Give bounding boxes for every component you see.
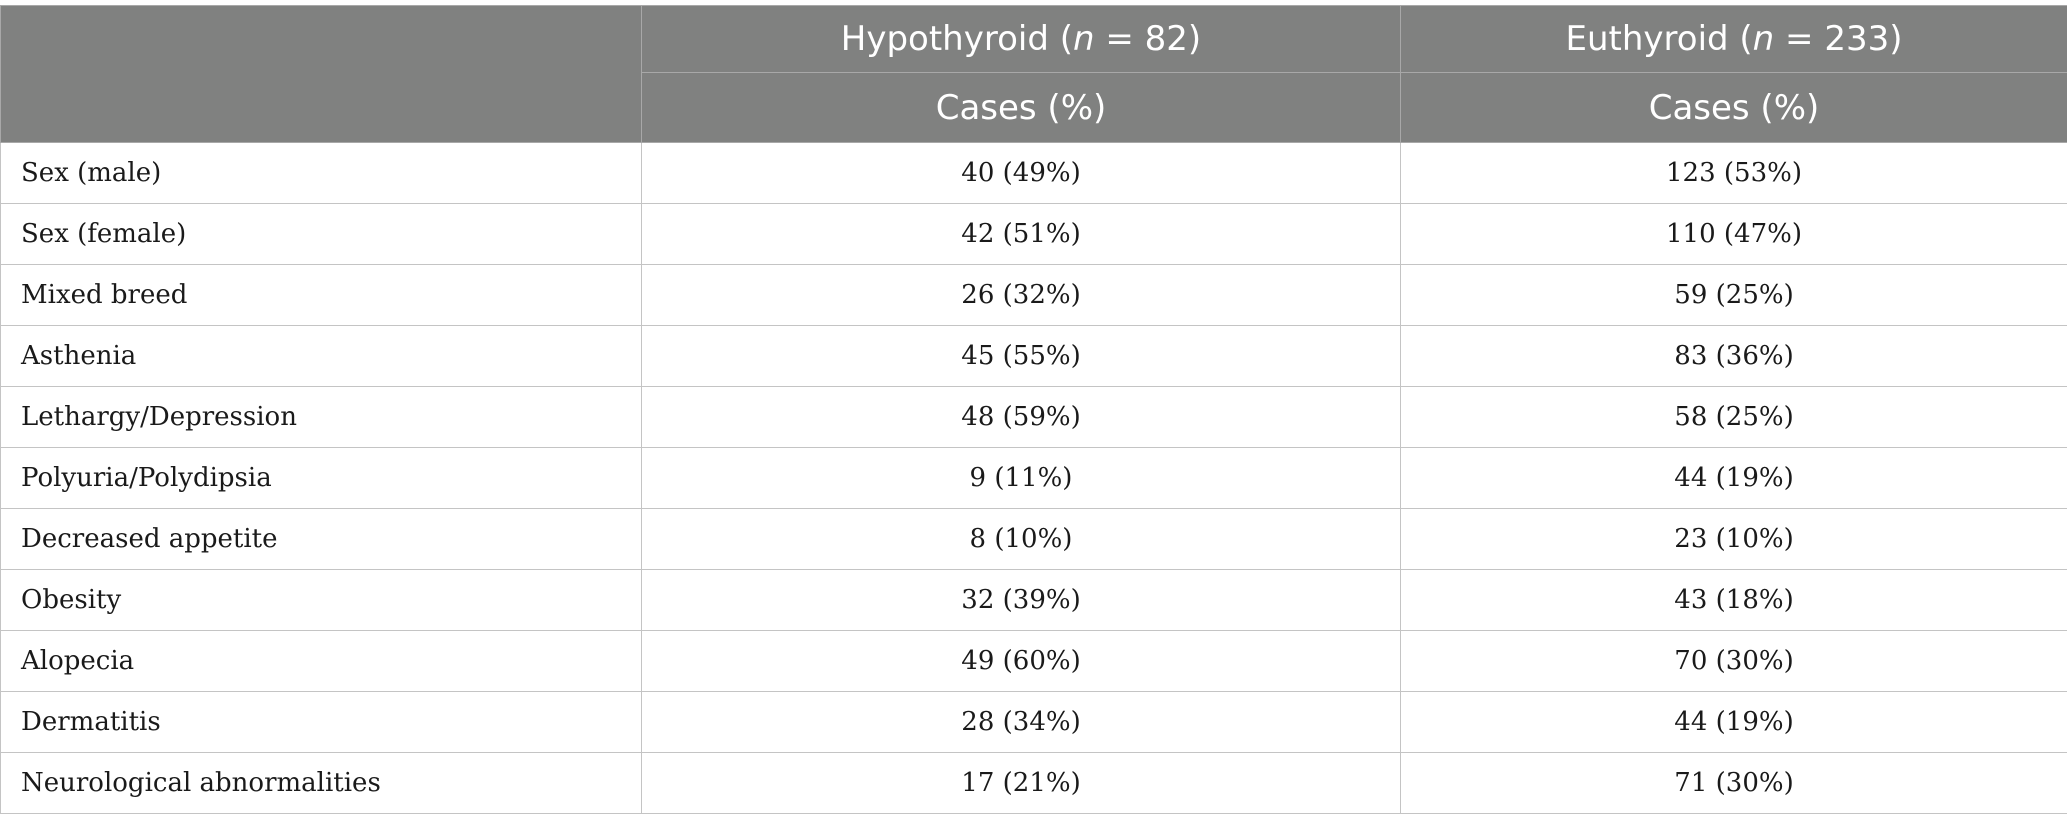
row-label-cell: Alopecia — [0, 630, 642, 692]
hypothyroid-cases-cell: 26 (32%) — [641, 264, 1401, 326]
table-row: Sex (male) 40 (49%) 123 (53%) — [0, 142, 2067, 204]
euthyroid-cases-cell: 44 (19%) — [1400, 691, 2067, 753]
row-label-cell: Obesity — [0, 569, 642, 631]
row-label-cell: Neurological abnormalities — [0, 752, 642, 814]
table-row: Polyuria/Polydipsia 9 (11%) 44 (19%) — [0, 447, 2067, 509]
header-corner-cell — [0, 5, 642, 143]
hypothyroid-cases-cell: 17 (21%) — [641, 752, 1401, 814]
euthyroid-cases-cell: 59 (25%) — [1400, 264, 2067, 326]
hypothyroid-cases-cell: 45 (55%) — [641, 325, 1401, 387]
table-row: Decreased appetite 8 (10%) 23 (10%) — [0, 508, 2067, 570]
header-hypothyroid: Hypothyroid (n = 82) — [641, 5, 1401, 73]
euthyroid-cases-cell: 44 (19%) — [1400, 447, 2067, 509]
euthyroid-cases-cell: 70 (30%) — [1400, 630, 2067, 692]
row-label-cell: Decreased appetite — [0, 508, 642, 570]
euthyroid-cases-cell: 23 (10%) — [1400, 508, 2067, 570]
clinical-signs-table: Hypothyroid (n = 82) Euthyroid (n = 233)… — [0, 5, 2067, 814]
hypothyroid-cases-cell: 49 (60%) — [641, 630, 1401, 692]
euthyroid-cases-cell: 71 (30%) — [1400, 752, 2067, 814]
row-label-cell: Lethargy/Depression — [0, 386, 642, 448]
row-label-cell: Dermatitis — [0, 691, 642, 753]
table-row: Lethargy/Depression 48 (59%) 58 (25%) — [0, 386, 2067, 448]
euthyroid-cases-cell: 58 (25%) — [1400, 386, 2067, 448]
subheader-hypothyroid-cases: Cases (%) — [641, 72, 1401, 143]
row-label-cell: Sex (female) — [0, 203, 642, 265]
hypothyroid-cases-cell: 40 (49%) — [641, 142, 1401, 204]
euthyroid-cases-cell: 123 (53%) — [1400, 142, 2067, 204]
header-row-subheaders: Cases (%) Cases (%) — [1, 72, 2067, 143]
hypothyroid-cases-cell: 42 (51%) — [641, 203, 1401, 265]
table-row: Mixed breed 26 (32%) 59 (25%) — [0, 264, 2067, 326]
table-row: Asthenia 45 (55%) 83 (36%) — [0, 325, 2067, 387]
header-euthyroid-prefix: Euthyroid ( — [1565, 19, 1753, 59]
hypothyroid-cases-cell: 28 (34%) — [641, 691, 1401, 753]
table-row: Neurological abnormalities 17 (21%) 71 (30… — [0, 752, 2067, 814]
row-label-cell: Polyuria/Polydipsia — [0, 447, 642, 509]
header-hypothyroid-prefix: Hypothyroid ( — [840, 19, 1073, 59]
table-row: Obesity 32 (39%) 43 (18%) — [0, 569, 2067, 631]
header-row-groups: Hypothyroid (n = 82) Euthyroid (n = 233) — [0, 5, 2067, 143]
euthyroid-cases-cell: 83 (36%) — [1400, 325, 2067, 387]
hypothyroid-cases-cell: 9 (11%) — [641, 447, 1401, 509]
table-body: Sex (male) 40 (49%) 123 (53%) Sex (female) 4… — [0, 142, 2067, 814]
subheader-euthyroid-cases: Cases (%) — [1400, 72, 2067, 143]
hypothyroid-cases-cell: 48 (59%) — [641, 386, 1401, 448]
header-euthyroid-suffix: = 233) — [1774, 19, 1903, 59]
euthyroid-cases-cell: 110 (47%) — [1400, 203, 2067, 265]
table-row: Alopecia 49 (60%) 70 (30%) — [0, 630, 2067, 692]
header-euthyroid-n: n — [1752, 19, 1775, 59]
row-label-cell: Mixed breed — [0, 264, 642, 326]
row-label-cell: Sex (male) — [0, 142, 642, 204]
table-row: Dermatitis 28 (34%) 44 (19%) — [0, 691, 2067, 753]
euthyroid-cases-cell: 43 (18%) — [1400, 569, 2067, 631]
row-label-cell: Asthenia — [0, 325, 642, 387]
header-euthyroid: Euthyroid (n = 233) — [1400, 5, 2067, 73]
hypothyroid-cases-cell: 32 (39%) — [641, 569, 1401, 631]
table-header: Hypothyroid (n = 82) Euthyroid (n = 233)… — [0, 5, 2067, 143]
table-row: Sex (female) 42 (51%) 110 (47%) — [0, 203, 2067, 265]
header-hypothyroid-suffix: = 82) — [1094, 19, 1202, 59]
hypothyroid-cases-cell: 8 (10%) — [641, 508, 1401, 570]
header-hypothyroid-n: n — [1073, 19, 1095, 59]
